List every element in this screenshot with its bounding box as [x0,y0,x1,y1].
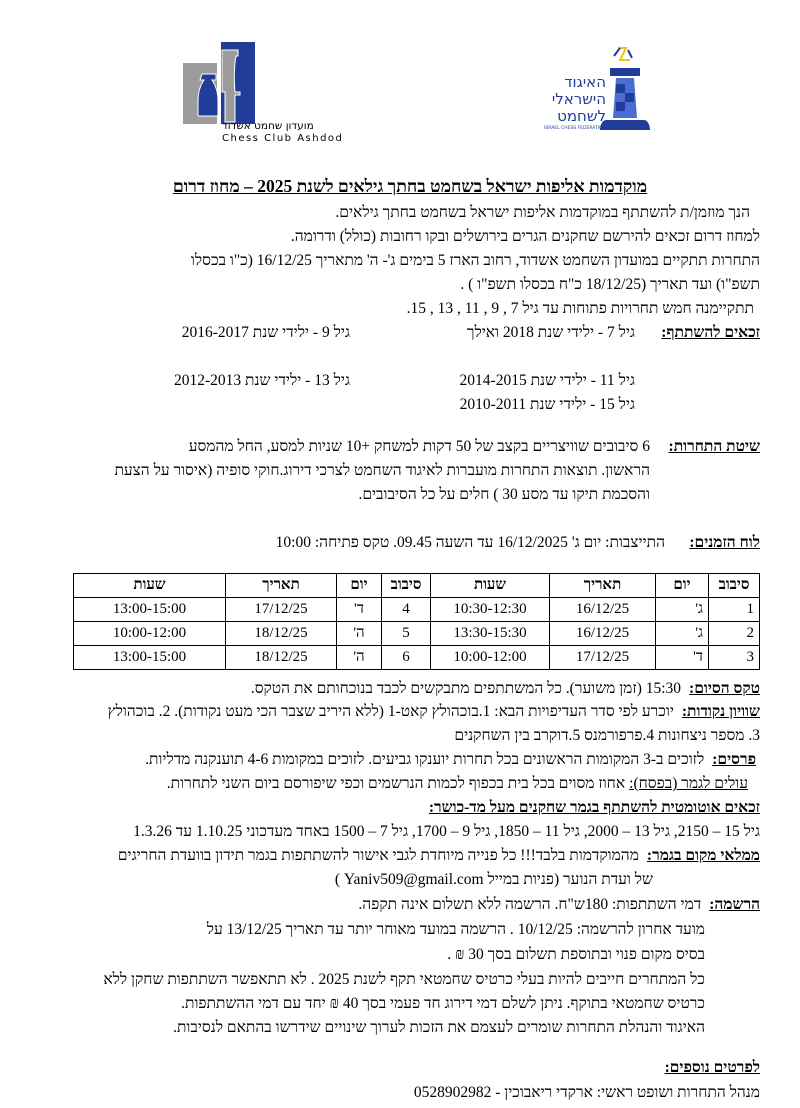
federation-line2: הישראלי [551,90,606,108]
cell-hours: 13:00-15:00 [73,645,226,670]
cell-day: ג' [655,597,709,622]
closing-ceremony: טקס הסיום: 15:30 (זמן משוער). כל המשתתפים… [251,679,760,699]
cell-date: 16/12/25 [549,621,656,646]
registration-line-5: האיגוד והנהלת התחרות שומרים לעצמם את הזכ… [173,1019,705,1036]
rounds-table: סיבוב יום תאריך שעות סיבוב יום תאריך שעו… [73,573,760,670]
chess-pieces-icon [183,42,255,128]
cell-round: 4 [381,597,431,622]
cell-round: 5 [381,621,431,646]
schedule-label: לוח הזמנים: [689,534,760,551]
federation-name-en: ISRAEL CHESS FEDERATION [544,126,606,131]
intro-line-5: תתקיימנה חמש תחרויות פתוחות עד גיל 7 , 9… [406,300,754,317]
fill-in: ממלאי מקום בגמר: מהמוקדמות בלבד!!! כל פני… [118,846,760,866]
cell-round: 1 [708,597,760,622]
format-line-1: 6 סיבובים שוויצריים בקצב של 50 דקות למשח… [188,438,650,455]
header-round: סיבוב [381,573,431,598]
header-round: סיבוב [708,573,760,598]
registration-line-3: כל המתחרים חייבים להיות בעלי כרטיס שחמטא… [103,971,705,988]
registration-fee: דמי השתתפות: 180ש"ח. הרשמה ללא תשלום אינ… [358,896,702,913]
cell-day: ג' [655,621,709,646]
cell-date: 16/12/25 [549,597,656,622]
final-text: אחוז מסוים בכל בית בכפוף לכמות הנרשמים ו… [166,775,626,792]
table-header-row: סיבוב יום תאריך שעות סיבוב יום תאריך שעו… [73,573,760,598]
header-date: תאריך [225,573,337,598]
table-row: 3 ד' 17/12/25 10:00-12:00 6 ה' 18/12/25 … [73,645,760,670]
eligible-age-13: גיל 13 - ילידי שנת 2012-2013 [173,372,350,389]
intro-line-4: תשפ"ו) ועד תאריך (18/12/25 כ"ח בכסלו תשפ… [460,276,760,293]
page-title: מוקדמות אליפות ישראל בשחמט בחתך גילאים ל… [172,176,648,196]
header-date: תאריך [549,573,656,598]
registration: הרשמה: דמי השתתפות: 180ש"ח. הרשמה ללא תשל… [358,895,760,915]
intro-line-1: הנך מוזמן/ת להשתתף במוקדמות אליפות ישראל… [335,204,750,221]
registration-line-2: בסיס מקום פנוי ובתוספת תשלום בסך 30 ₪ . [447,946,705,963]
cell-hours: 10:00-12:00 [430,645,550,670]
eligible-age-15: גיל 15 - ילידי שנת 2010-2011 [459,396,635,413]
eligible-age-11: גיל 11 - ילידי שנת 2014-2015 [459,372,635,389]
header-hours: שעות [73,573,226,598]
cell-day: ה' [336,645,382,670]
israel-chess-federation-logo: האיגוד הישראלי לשחמט ISRAEL CHESS FEDERA… [526,44,656,139]
tiebreak-line-2: 3. מספר ניצחונות 4.פרפורמנס 5.דוקרב בין … [454,727,760,744]
cell-round: 2 [708,621,760,646]
fill-line-1: מהמוקדמות בלבד!!! כל פנייה מיוחדת לגבי א… [117,847,639,864]
cell-day: ה' [336,621,382,646]
club-name-en: Chess Club Ashdod [222,133,344,144]
header-day: יום [655,573,709,598]
final-qualifiers: עולים לגמר (בפסח):אחוז מסוים בכל בית בכפ… [167,774,748,794]
cell-hours: 13:30-15:30 [430,621,550,646]
tiebreak-label: שוויון נקודות: [681,703,760,720]
intro-line-3: התחרות תתקיים במועדון השחמט אשדוד, רחוב … [190,252,760,269]
eligible-label: זכאים להשתתף: [661,324,760,341]
federation-line3: לשחמט [557,107,606,125]
king-piece-icon [600,47,650,130]
registration-label: הרשמה: [709,896,760,913]
more-details-label: לפרטים נוספים: [664,1059,760,1076]
cell-day: ד' [336,597,382,622]
contact-line: מנהל התחרות ושופט ראשי: ארקדי ריאבוכין -… [413,1084,760,1101]
cell-hours: 10:30-12:30 [430,597,550,622]
prizes-label: פרסים: [712,751,756,768]
prizes-text: לזוכים ב-3 המקומות הראשונים בכל תחרות יו… [145,751,705,768]
registration-line-4: כרטיס שחמטאי בתוקף. ניתן לשלם דמי דירוג … [181,995,705,1012]
final-label: עולים לגמר (בפסח): [629,775,748,792]
format-label: שיטת התחרות: [668,438,760,455]
cell-day: ד' [655,645,709,670]
cell-round: 3 [708,645,760,670]
club-name-he: מועדון שחמט אשדוד [222,120,314,132]
federation-line1: האיגוד [564,73,606,91]
header-hours: שעות [430,573,550,598]
format-line-2: הראשון. תוצאות התחרות מועברות לאיגוד השח… [114,462,650,479]
fill-label: ממלאי מקום בגמר: [646,847,760,864]
cell-hours: 13:00-15:00 [73,597,226,622]
registration-line-1: מועד אחרון להרשמה: 10/12/25 . הרשמה במוע… [206,921,705,938]
eligible-age-9: גיל 9 - ילידי שנת 2016-2017 [181,324,350,341]
auto-qualify-text: גיל 15 – 2150, גיל 13 – 2000, גיל 11 – 1… [133,823,760,840]
cell-hours: 10:00-12:00 [73,621,226,646]
cell-date: 18/12/25 [225,645,337,670]
tiebreak: שוויון נקודות: יוכרע לפי סדר העדיפויות הב… [108,702,760,722]
fill-line-2: של ועדת הנוער (פניות במייל Yaniv509@gmai… [334,871,653,888]
tiebreak-line-1: יוכרע לפי סדר העדיפויות הבא: 1.בוכהולץ ק… [107,703,674,720]
header-day: יום [336,573,382,598]
schedule-text: התייצבות: יום ג' 16/12/2025 עד השעה 09.4… [275,534,665,551]
intro-line-2: למחוז דרום זכאים להירשם שחקנים הגרים ביר… [290,228,760,245]
cell-round: 6 [381,645,431,670]
auto-qualify-label: זכאים אוטומטית להשתתף בגמר שחקנים מעל מד… [428,799,760,816]
table-row: 1 ג' 16/12/25 10:30-12:30 4 ד' 17/12/25 … [73,597,760,622]
closing-label: טקס הסיום: [689,680,760,697]
closing-text: 15:30 (זמן משוער). כל המשתתפים מתבקשים ל… [250,680,682,697]
eligible-age-7: גיל 7 - ילידי שנת 2018 ואילך [466,324,635,341]
cell-date: 18/12/25 [225,621,337,646]
cell-date: 17/12/25 [549,645,656,670]
cell-date: 17/12/25 [225,597,337,622]
table-row: 2 ג' 16/12/25 13:30-15:30 5 ה' 18/12/25 … [73,621,760,646]
format-line-3: והסכמת תיקו עד מסע 30 ) חלים על כל הסיבו… [358,486,650,503]
chess-club-ashdod-logo: מועדון שחמט אשדוד Chess Club Ashdod [182,42,342,144]
prizes: פרסים: לזוכים ב-3 המקומות הראשונים בכל תח… [145,750,756,770]
